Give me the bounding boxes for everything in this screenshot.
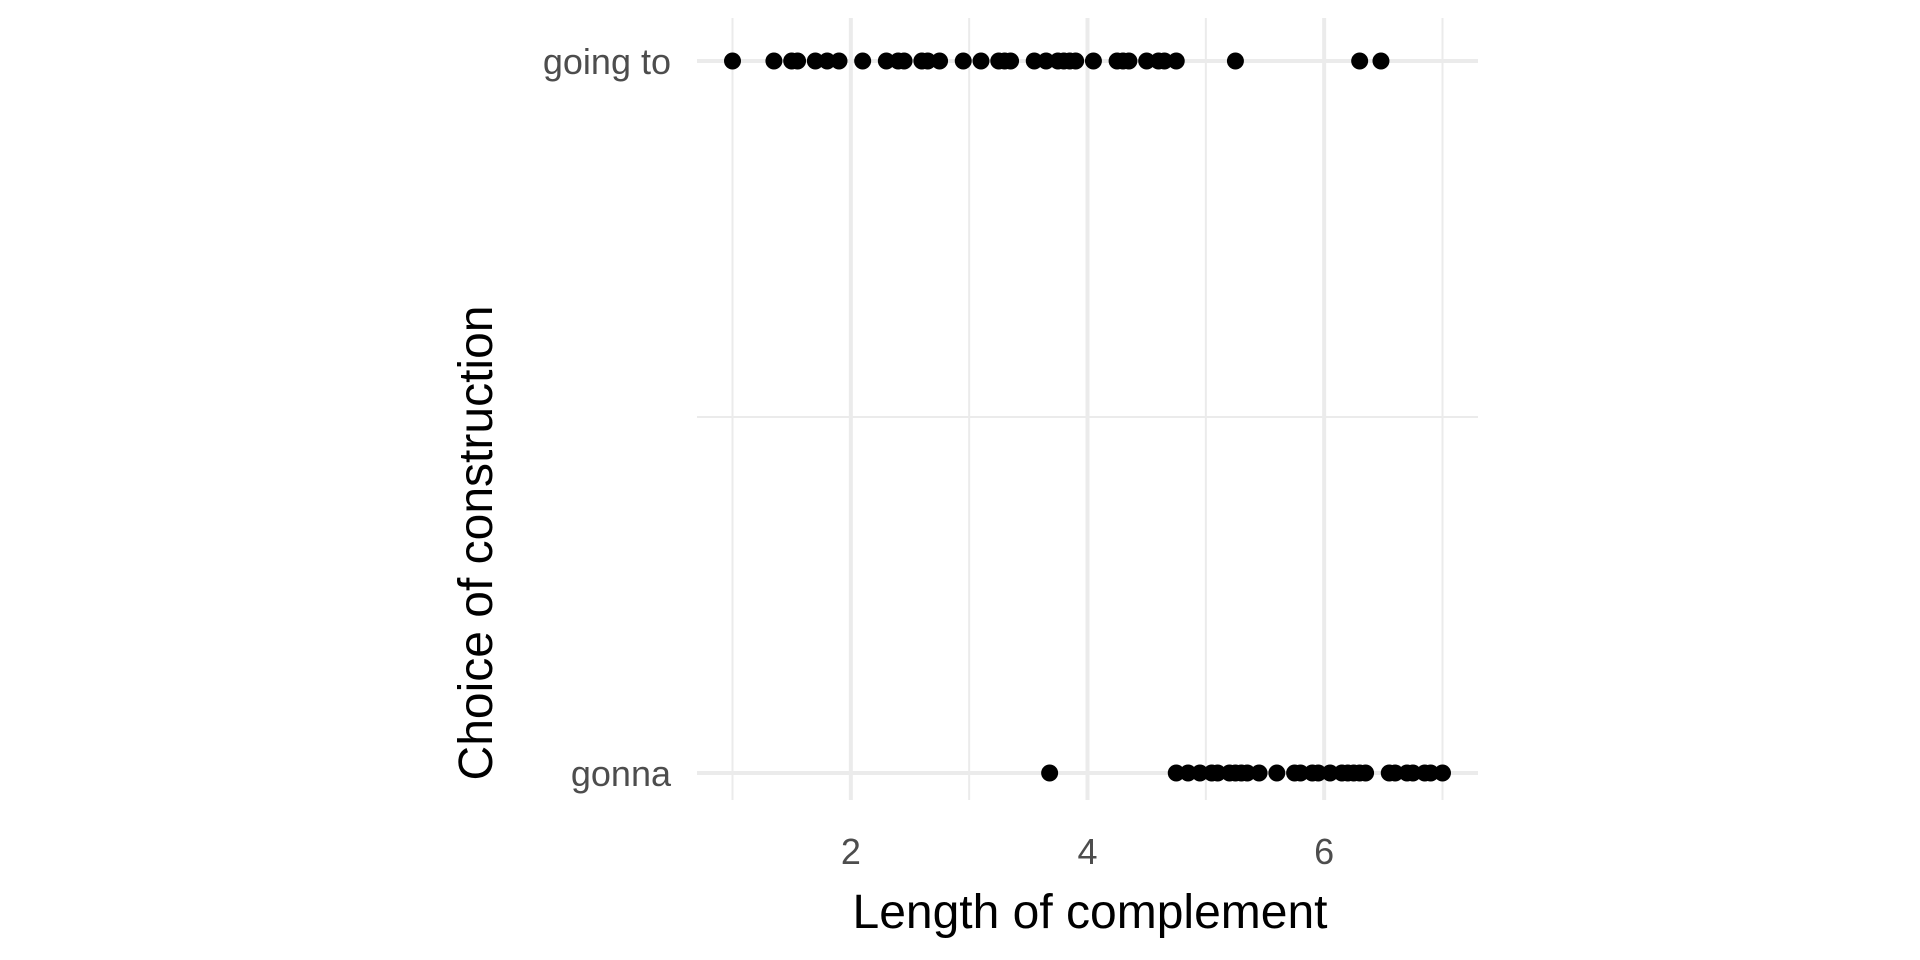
data-point bbox=[1422, 764, 1440, 782]
data-point bbox=[972, 52, 990, 70]
data-point bbox=[1167, 52, 1185, 70]
data-point bbox=[830, 52, 848, 70]
x-tick-label: 4 bbox=[1077, 831, 1097, 872]
data-point bbox=[1155, 52, 1173, 70]
data-point bbox=[931, 52, 949, 70]
data-point bbox=[1025, 52, 1043, 70]
data-point bbox=[854, 52, 872, 70]
data-point bbox=[1268, 764, 1286, 782]
data-point bbox=[1167, 764, 1185, 782]
data-point bbox=[1386, 764, 1404, 782]
tick-labels: 2 4 6 gonna going to bbox=[543, 41, 1334, 872]
data-point bbox=[1179, 764, 1197, 782]
data-point bbox=[765, 52, 783, 70]
data-point bbox=[1404, 764, 1422, 782]
data-point bbox=[1357, 764, 1375, 782]
data-point bbox=[1351, 52, 1369, 70]
data-point bbox=[1309, 764, 1327, 782]
data-point bbox=[1209, 764, 1227, 782]
x-tick-label: 2 bbox=[841, 831, 861, 872]
data-point bbox=[1067, 52, 1085, 70]
data-point bbox=[1434, 764, 1451, 782]
data-point bbox=[724, 52, 741, 70]
data-point bbox=[789, 52, 807, 70]
data-point bbox=[806, 52, 824, 70]
y-axis-title: Choice of construction bbox=[450, 306, 503, 781]
grid-lines bbox=[697, 18, 1478, 800]
data-point bbox=[1037, 52, 1055, 70]
data-point bbox=[1321, 764, 1339, 782]
y-tick-label: gonna bbox=[571, 753, 672, 794]
data-point bbox=[1138, 52, 1156, 70]
x-tick-label: 6 bbox=[1314, 831, 1334, 872]
data-point bbox=[1292, 764, 1309, 782]
data-point bbox=[1238, 764, 1256, 782]
data-point bbox=[919, 52, 937, 70]
data-point bbox=[1226, 52, 1244, 70]
data-point bbox=[1250, 764, 1268, 782]
x-axis-title: Length of complement bbox=[853, 886, 1328, 939]
data-point bbox=[895, 52, 913, 70]
data-point bbox=[1002, 52, 1020, 70]
data-point bbox=[1120, 52, 1138, 70]
data-point bbox=[1372, 52, 1390, 70]
data-point bbox=[1041, 764, 1059, 782]
data-point bbox=[877, 52, 895, 70]
data-points bbox=[724, 52, 1451, 782]
y-tick-label: going to bbox=[543, 41, 671, 82]
data-point bbox=[818, 52, 836, 70]
data-point bbox=[1191, 764, 1209, 782]
data-point bbox=[1084, 52, 1102, 70]
data-point bbox=[954, 52, 972, 70]
